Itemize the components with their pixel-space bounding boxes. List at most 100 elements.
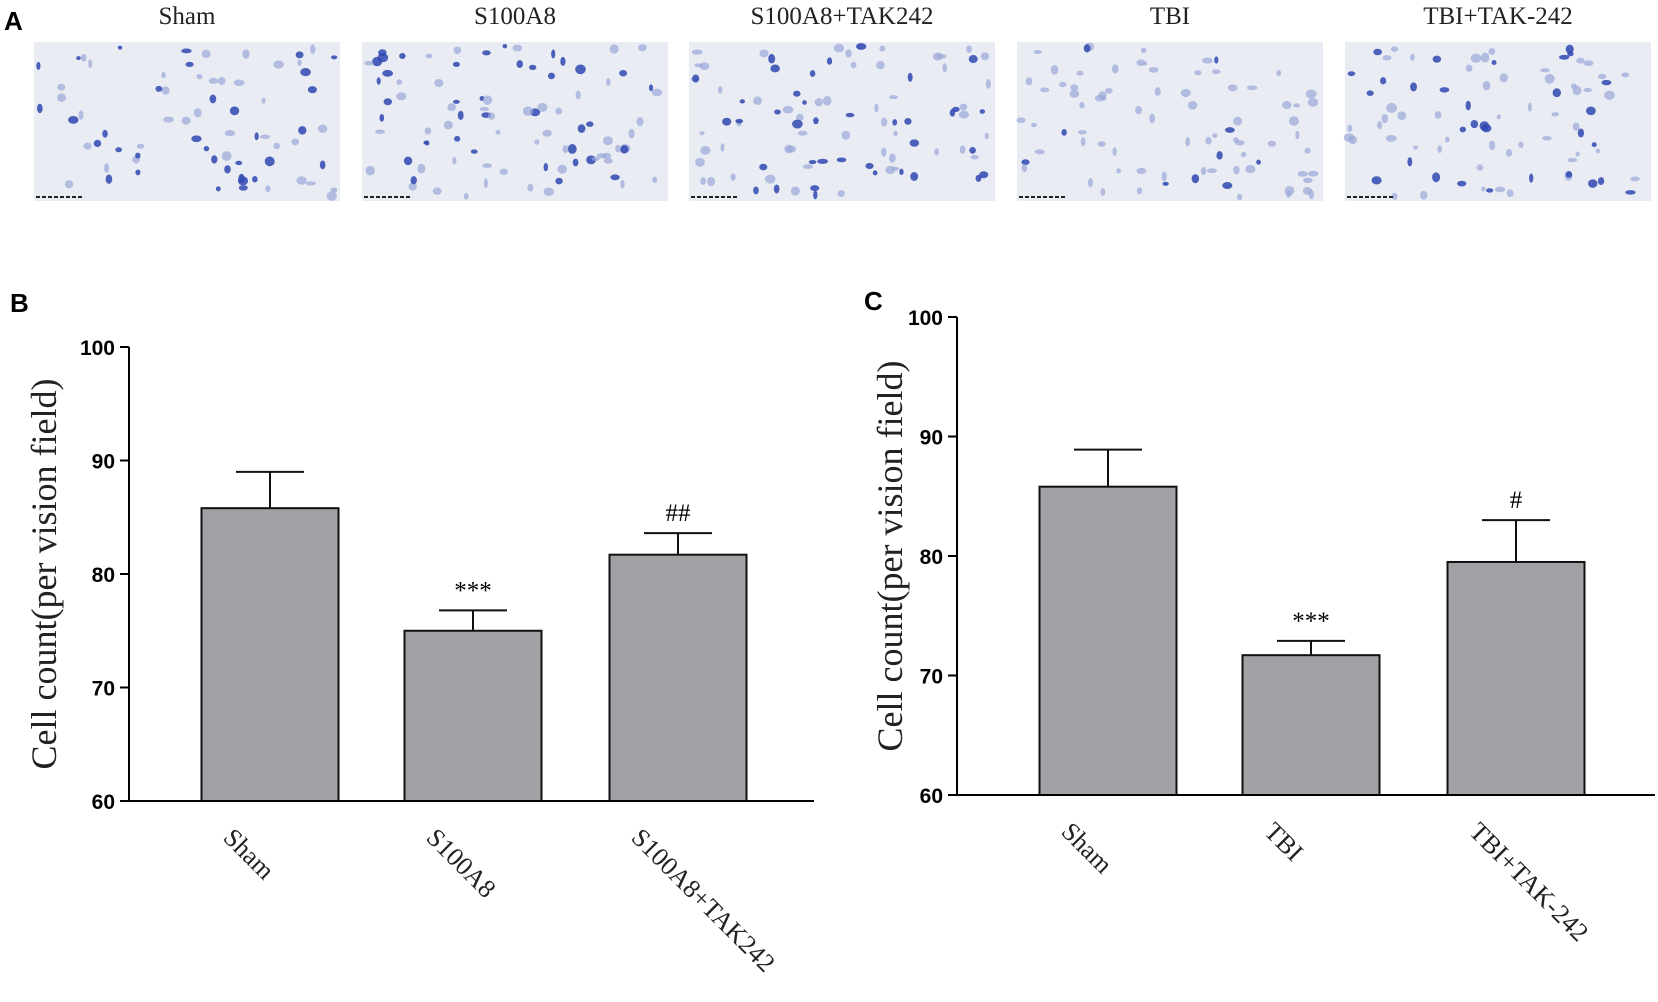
cell xyxy=(591,156,600,162)
cell xyxy=(1233,116,1243,126)
cell xyxy=(1588,179,1598,188)
cell xyxy=(372,56,383,67)
cell xyxy=(942,63,948,73)
error-bar xyxy=(439,609,507,631)
y-tick-label: 90 xyxy=(92,451,115,474)
cell xyxy=(1021,164,1028,173)
cell xyxy=(969,147,976,154)
cell xyxy=(516,60,524,69)
cell xyxy=(1305,89,1317,99)
y-tick-label: 70 xyxy=(920,666,943,689)
cell xyxy=(979,109,986,114)
cell xyxy=(790,186,800,196)
cell xyxy=(1140,47,1147,54)
cell xyxy=(695,157,705,167)
cell xyxy=(1377,120,1383,130)
cell xyxy=(959,103,968,111)
cell xyxy=(376,77,381,85)
cell xyxy=(837,190,845,198)
cell xyxy=(105,174,113,184)
y-tick-label: 80 xyxy=(92,564,115,587)
cell xyxy=(691,49,703,55)
cell xyxy=(1256,159,1261,165)
cell xyxy=(910,172,919,181)
cell xyxy=(1347,71,1356,77)
cell xyxy=(899,168,904,176)
cell xyxy=(1432,172,1441,183)
cell xyxy=(1200,166,1207,176)
cell xyxy=(1016,117,1026,124)
bar xyxy=(608,553,748,803)
cell xyxy=(1410,82,1417,92)
cell xyxy=(1148,66,1159,73)
cell xyxy=(1482,80,1491,91)
cell xyxy=(893,130,898,137)
cell xyxy=(512,44,523,52)
cell xyxy=(453,46,462,55)
cell xyxy=(209,94,217,104)
cell xyxy=(482,163,493,168)
significance-label: *** xyxy=(454,577,492,604)
cell xyxy=(606,78,611,87)
cell xyxy=(218,76,226,86)
cell xyxy=(1576,57,1585,64)
cell xyxy=(1413,145,1419,150)
cell xyxy=(850,61,857,69)
y-tick-label: 70 xyxy=(92,678,115,701)
cell xyxy=(1551,112,1560,117)
cell xyxy=(1476,164,1484,171)
cell xyxy=(229,106,240,116)
cell xyxy=(1076,70,1084,76)
cell xyxy=(1187,101,1198,110)
cell xyxy=(1577,128,1585,138)
cell xyxy=(620,145,629,154)
cell xyxy=(161,72,166,79)
panel-label: C xyxy=(864,286,883,316)
error-bar xyxy=(644,532,712,555)
cell xyxy=(1276,70,1282,77)
image-title: S100A8+TAK242 xyxy=(751,3,934,30)
cell xyxy=(813,117,819,125)
micrograph-bg xyxy=(1017,42,1323,201)
cell xyxy=(1212,133,1218,139)
cell xyxy=(1303,177,1313,184)
y-tick-label: 60 xyxy=(920,785,943,808)
cell xyxy=(453,99,460,104)
cell xyxy=(88,59,93,69)
cell xyxy=(1154,87,1161,96)
cell xyxy=(872,170,878,176)
cell xyxy=(1385,135,1397,142)
cell xyxy=(1518,141,1524,149)
cell xyxy=(1494,186,1506,193)
cell xyxy=(784,144,794,154)
cell xyxy=(1479,121,1490,131)
cell xyxy=(326,191,337,201)
cell xyxy=(1162,181,1169,186)
cell xyxy=(768,53,776,64)
cell xyxy=(1481,186,1486,192)
cell xyxy=(273,142,280,150)
cell xyxy=(365,165,375,176)
cell xyxy=(907,72,913,82)
cell xyxy=(1245,165,1256,174)
cell xyxy=(295,51,304,59)
cell xyxy=(1136,59,1146,66)
cell xyxy=(1567,157,1578,163)
cell xyxy=(730,173,736,181)
cell xyxy=(609,44,619,54)
panel-label: A xyxy=(4,6,23,36)
cell xyxy=(201,49,211,59)
cell xyxy=(958,110,970,119)
cell xyxy=(577,124,586,133)
cell xyxy=(1565,171,1573,178)
cell xyxy=(382,69,394,77)
cell xyxy=(620,179,625,189)
cell xyxy=(1630,176,1640,182)
cell xyxy=(1434,111,1442,119)
cell xyxy=(242,49,250,59)
cell xyxy=(259,134,271,139)
cell xyxy=(1030,122,1037,128)
cell xyxy=(1542,136,1552,141)
cell xyxy=(610,174,620,181)
cell xyxy=(603,158,613,164)
